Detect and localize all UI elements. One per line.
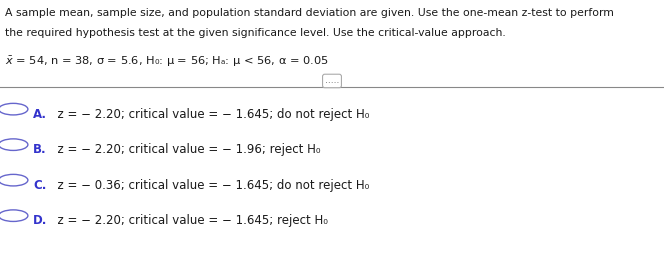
Text: z = − 0.36; critical value = − 1.645; do not reject H₀: z = − 0.36; critical value = − 1.645; do… <box>50 179 369 192</box>
Text: B.: B. <box>33 143 47 156</box>
Text: A sample mean, sample size, and population standard deviation are given. Use the: A sample mean, sample size, and populati… <box>5 8 614 18</box>
Text: z = − 2.20; critical value = − 1.96; reject H₀: z = − 2.20; critical value = − 1.96; rej… <box>50 143 320 156</box>
Text: z = − 2.20; critical value = − 1.645; reject H₀: z = − 2.20; critical value = − 1.645; re… <box>50 214 327 227</box>
Text: $\bar{x}$ = 54, n = 38, σ = 5.6, H₀: μ = 56; Hₐ: μ < 56, α = 0.05: $\bar{x}$ = 54, n = 38, σ = 5.6, H₀: μ =… <box>5 55 329 69</box>
Text: A.: A. <box>33 108 47 121</box>
Text: C.: C. <box>33 179 46 192</box>
Text: the required hypothesis test at the given significance level. Use the critical-v: the required hypothesis test at the give… <box>5 28 506 38</box>
Text: D.: D. <box>33 214 48 227</box>
Text: z = − 2.20; critical value = − 1.645; do not reject H₀: z = − 2.20; critical value = − 1.645; do… <box>50 108 369 121</box>
Text: .....: ..... <box>325 77 339 85</box>
